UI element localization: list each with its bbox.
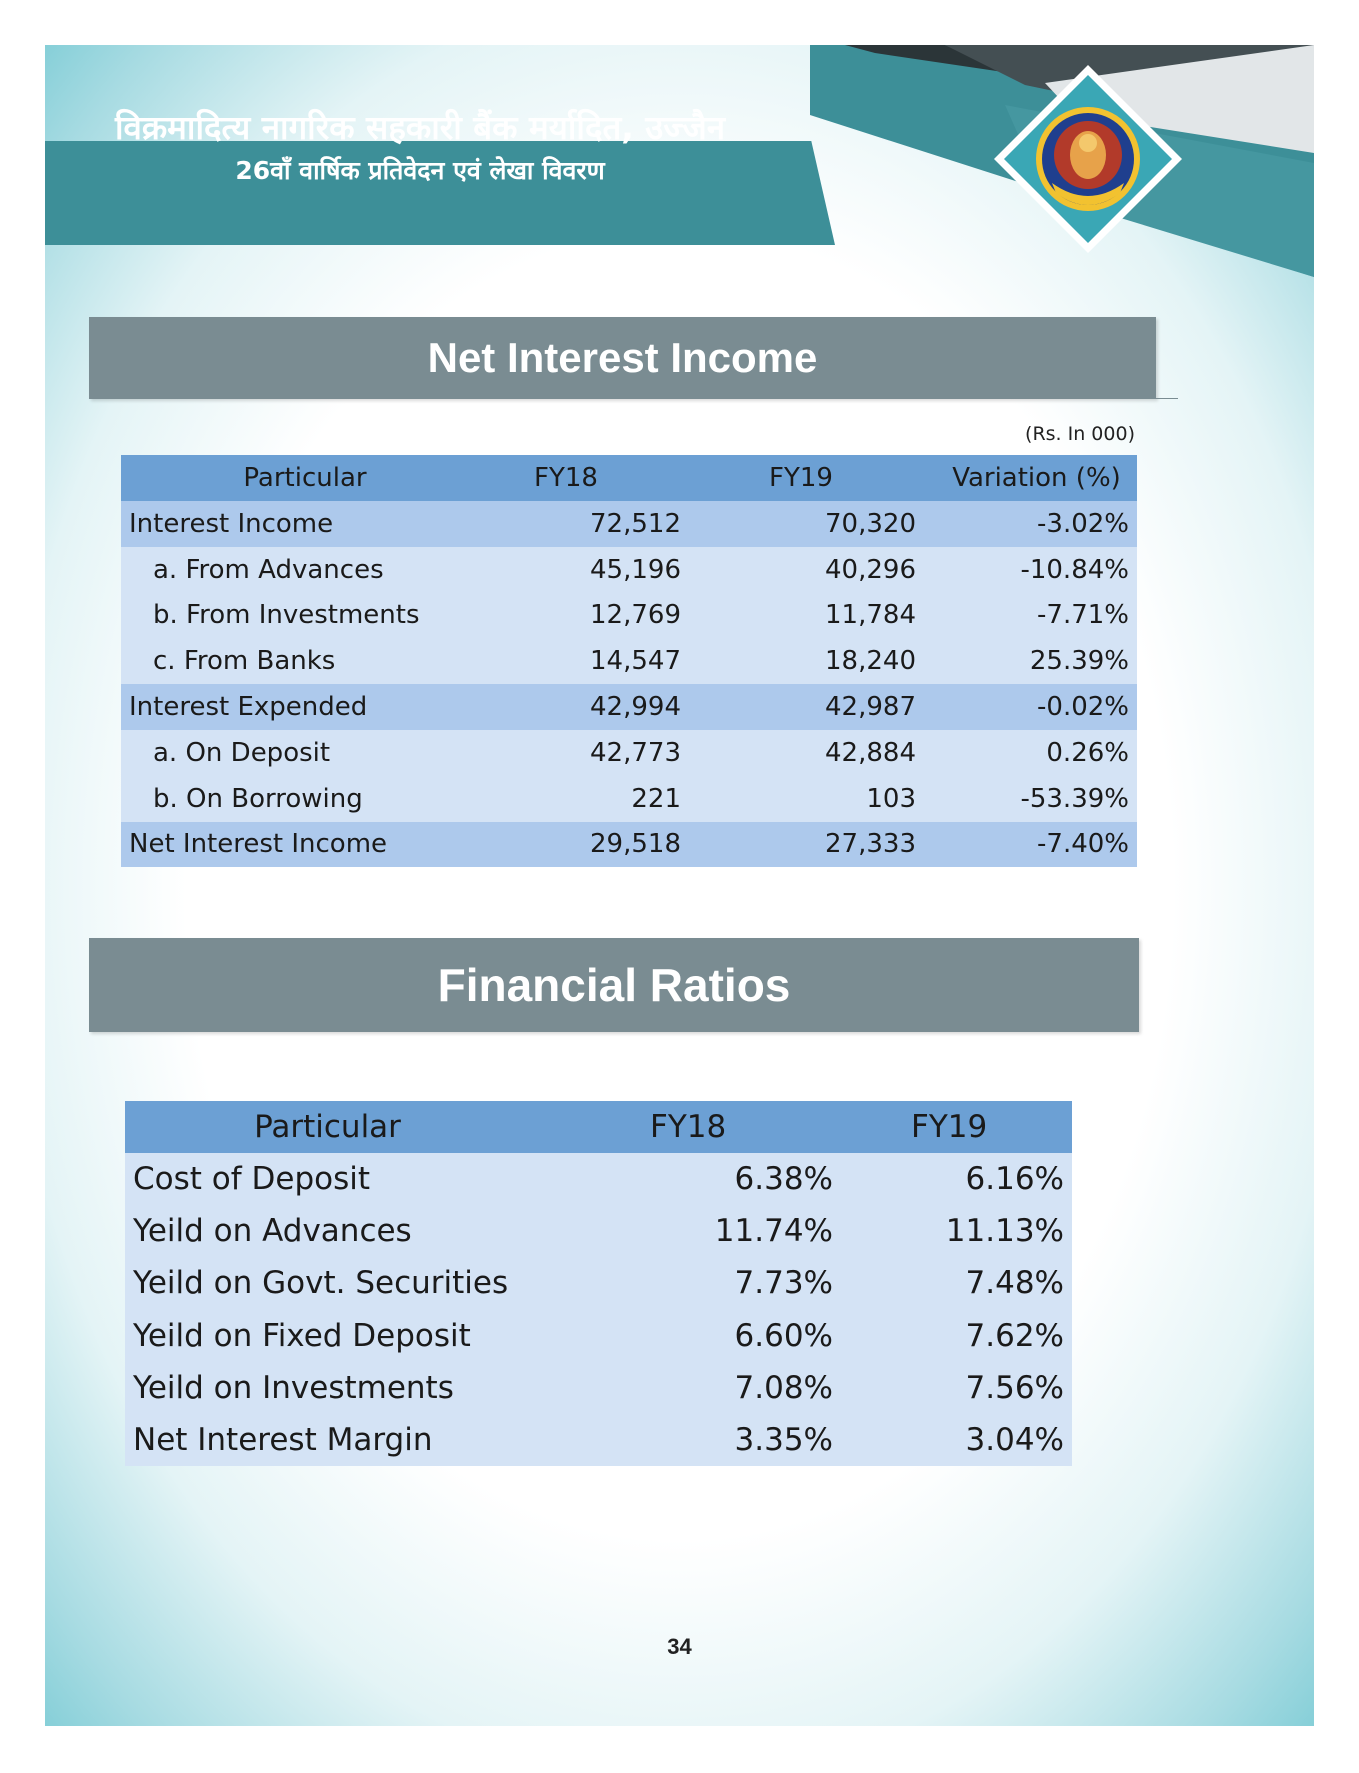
table-row: Interest Income 72,512 70,320 -3.02% bbox=[121, 501, 1137, 547]
table-row: Cost of Deposit 6.38% 6.16% bbox=[125, 1153, 1072, 1206]
financial-ratios-heading: Financial Ratios bbox=[89, 938, 1139, 1032]
fy19-value: 103 bbox=[689, 775, 924, 822]
variation-value: -7.71% bbox=[924, 592, 1137, 639]
table-row: b. On Borrowing 221 103 -53.39% bbox=[121, 775, 1137, 822]
fy18-value: 3.35% bbox=[610, 1413, 841, 1467]
variation-value: -7.40% bbox=[924, 821, 1137, 868]
column-header: Particular bbox=[125, 1101, 610, 1153]
row-label: Yeild on Govt. Securities bbox=[125, 1257, 610, 1310]
fy18-value: 29,518 bbox=[489, 821, 689, 868]
fy19-value: 42,987 bbox=[689, 684, 924, 730]
table-row: Yeild on Investments 7.08% 7.56% bbox=[125, 1361, 1072, 1414]
fy19-value: 7.56% bbox=[841, 1361, 1072, 1414]
fy19-value: 11.13% bbox=[841, 1205, 1072, 1258]
fy18-value: 12,769 bbox=[489, 592, 689, 639]
row-label: Net Interest Margin bbox=[125, 1413, 610, 1467]
fy19-value: 6.16% bbox=[841, 1153, 1072, 1206]
page-number: 34 bbox=[667, 1634, 692, 1659]
fy19-value: 70,320 bbox=[689, 501, 924, 547]
row-label: Interest Income bbox=[121, 501, 489, 547]
fy18-value: 42,994 bbox=[489, 684, 689, 730]
fy19-value: 18,240 bbox=[689, 638, 924, 685]
row-label: Yeild on Investments bbox=[125, 1361, 610, 1414]
table-header-row: Particular FY18 FY19 bbox=[125, 1101, 1072, 1153]
header-band bbox=[45, 141, 835, 245]
row-label: Yeild on Advances bbox=[125, 1205, 610, 1258]
fy19-value: 3.04% bbox=[841, 1413, 1072, 1467]
fy18-value: 45,196 bbox=[489, 546, 689, 593]
net-interest-income-heading: Net Interest Income bbox=[89, 317, 1156, 399]
fy18-value: 42,773 bbox=[489, 729, 689, 776]
row-label: Cost of Deposit bbox=[125, 1153, 610, 1206]
column-header: Variation (%) bbox=[924, 455, 1137, 501]
table-header-row: Particular FY18 FY19 Variation (%) bbox=[121, 455, 1137, 501]
row-label: Interest Expended bbox=[121, 684, 489, 730]
report-page bbox=[45, 45, 1314, 1726]
row-label: a. On Deposit bbox=[121, 729, 489, 776]
variation-value: -10.84% bbox=[924, 546, 1137, 593]
fy19-value: 42,884 bbox=[689, 729, 924, 776]
fy18-value: 7.73% bbox=[610, 1257, 841, 1310]
bank-emblem-logo bbox=[988, 59, 1188, 259]
column-header: FY19 bbox=[841, 1101, 1072, 1153]
row-label: Yeild on Fixed Deposit bbox=[125, 1309, 610, 1362]
financial-ratios-table: Particular FY18 FY19 Cost of Deposit 6.3… bbox=[125, 1101, 1072, 1467]
column-header: FY18 bbox=[489, 455, 689, 501]
banner-underline bbox=[1156, 398, 1178, 399]
variation-value: -0.02% bbox=[924, 684, 1137, 730]
table-row: Yeild on Advances 11.74% 11.13% bbox=[125, 1205, 1072, 1258]
table-row: Interest Expended 42,994 42,987 -0.02% bbox=[121, 684, 1137, 730]
row-label: b. From Investments bbox=[121, 592, 489, 639]
variation-value: -53.39% bbox=[924, 775, 1137, 822]
fy18-value: 11.74% bbox=[610, 1205, 841, 1258]
row-label: b. On Borrowing bbox=[121, 775, 489, 822]
report-subtitle: 26वाँ वार्षिक प्रतिवेदन एवं लेखा विवरण bbox=[235, 156, 605, 185]
fy19-value: 7.48% bbox=[841, 1257, 1072, 1310]
fy18-value: 6.60% bbox=[610, 1309, 841, 1362]
net-interest-income-table: Particular FY18 FY19 Variation (%) Inter… bbox=[121, 455, 1137, 868]
column-header: FY19 bbox=[689, 455, 924, 501]
table-row: Yeild on Fixed Deposit 6.60% 7.62% bbox=[125, 1309, 1072, 1362]
table-row: Net Interest Income 29,518 27,333 -7.40% bbox=[121, 821, 1137, 868]
table-row: a. From Advances 45,196 40,296 -10.84% bbox=[121, 546, 1137, 593]
bank-name-title: विक्रमादित्य नागरिक सहकारी बैंक मर्यादित… bbox=[114, 108, 726, 147]
column-header: Particular bbox=[121, 455, 489, 501]
row-label: Net Interest Income bbox=[121, 821, 489, 868]
table-row: Yeild on Govt. Securities 7.73% 7.48% bbox=[125, 1257, 1072, 1310]
fy19-value: 11,784 bbox=[689, 592, 924, 639]
fy18-value: 6.38% bbox=[610, 1153, 841, 1206]
column-header: FY18 bbox=[610, 1101, 841, 1153]
fy19-value: 7.62% bbox=[841, 1309, 1072, 1362]
unit-note: (Rs. In 000) bbox=[1025, 423, 1135, 445]
table-row: Net Interest Margin 3.35% 3.04% bbox=[125, 1413, 1072, 1467]
fy19-value: 40,296 bbox=[689, 546, 924, 593]
row-label: a. From Advances bbox=[121, 546, 489, 593]
fy18-value: 221 bbox=[489, 775, 689, 822]
variation-value: 25.39% bbox=[924, 638, 1137, 685]
table-row: a. On Deposit 42,773 42,884 0.26% bbox=[121, 729, 1137, 776]
row-label: c. From Banks bbox=[121, 638, 489, 685]
fy18-value: 7.08% bbox=[610, 1361, 841, 1414]
fy18-value: 14,547 bbox=[489, 638, 689, 685]
table-row: c. From Banks 14,547 18,240 25.39% bbox=[121, 638, 1137, 685]
table-row: b. From Investments 12,769 11,784 -7.71% bbox=[121, 592, 1137, 639]
fy18-value: 72,512 bbox=[489, 501, 689, 547]
variation-value: 0.26% bbox=[924, 729, 1137, 776]
fy19-value: 27,333 bbox=[689, 821, 924, 868]
variation-value: -3.02% bbox=[924, 501, 1137, 547]
